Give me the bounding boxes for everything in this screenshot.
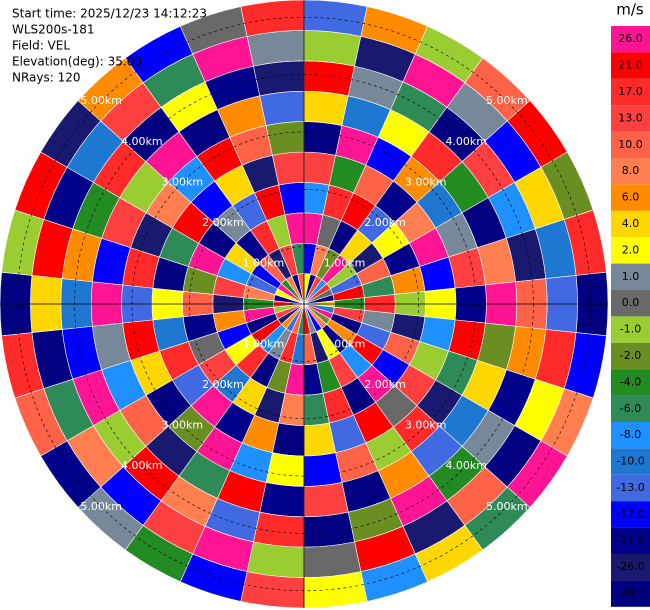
colorbar-title: m/s [616,1,644,19]
colorbar-block [611,290,650,317]
colorbar-block [611,131,650,158]
range-label: 3.00km [405,419,447,432]
colorbar-label: 8.0 [622,164,640,177]
range-label: 5.00km [486,500,528,513]
cell [303,121,343,156]
colorbar-block [611,474,650,502]
range-label: 4.00km [121,459,163,472]
cell [303,90,349,126]
cell [259,482,305,518]
cell [303,511,355,548]
colorbar-block [611,448,650,475]
colorbar-block [611,78,650,106]
info-text: NRays: 120 [12,71,81,85]
colorbar-label: -17.0 [616,507,644,520]
colorbar-label: 6.0 [622,191,640,204]
range-label: 1.00km [324,338,366,351]
colorbar-block [611,580,650,607]
colorbar-label: 17.0 [618,85,643,98]
colorbar-label: -30.0 [616,587,644,600]
colorbar-block [611,184,650,211]
info-text: WLS200s-181 [12,23,95,37]
info-text: Elevation(deg): 35.00 [12,55,142,69]
info-text: Field: VEL [12,39,70,53]
range-label: 4.00km [445,135,487,148]
cell [303,482,349,518]
colorbar-label: -1.0 [620,323,641,336]
colorbar-block [611,158,650,185]
colorbar-label: 2.0 [622,243,640,256]
colorbar-label: 13.0 [618,111,643,124]
range-label: 4.00km [445,459,487,472]
range-label: 2.00km [364,378,406,391]
colorbar-block [611,395,650,422]
range-label: 5.00km [80,500,122,513]
colorbar-block [611,422,650,449]
cell [253,60,305,97]
colorbar-block [611,52,650,79]
colorbar-label: -26.0 [616,560,644,573]
colorbar-block [611,105,650,132]
range-label: 3.00km [405,175,447,188]
colorbar-block [611,210,650,238]
range-label: 5.00km [80,94,122,107]
colorbar-block [611,237,650,264]
colorbar-block [611,501,650,528]
range-label: 3.00km [162,175,204,188]
info-text: Start time: 2025/12/23 14:12:23 [12,7,207,21]
cell [265,121,305,156]
colorbar-block [611,316,650,343]
cell [303,452,343,487]
colorbar-label: -10.0 [616,455,644,468]
colorbar-block [611,527,650,554]
cell [246,541,305,578]
colorbar-label: -8.0 [620,428,641,441]
range-label: 5.00km [486,94,528,107]
range-label: 1.00km [243,256,285,269]
colorbar-label: 1.0 [622,270,640,283]
cell [303,541,362,578]
cell [246,30,305,67]
cell [240,0,305,37]
colorbar-block [611,369,650,396]
range-label: 1.00km [324,256,366,269]
colorbar-label: 10.0 [618,138,643,151]
range-label: 3.00km [162,419,204,432]
colorbar-label: 0.0 [622,296,640,309]
colorbar-label: -4.0 [620,375,641,388]
range-label: 4.00km [121,135,163,148]
range-label: 2.00km [202,378,244,391]
cell [259,90,305,126]
colorbar-label: -13.0 [616,481,644,494]
colorbar-block [611,342,650,370]
colorbar-label: -2.0 [620,349,641,362]
cell [303,30,362,67]
colorbar-label: -21.0 [616,534,644,547]
range-label: 2.00km [202,216,244,229]
range-label: 2.00km [364,216,406,229]
range-label: 1.00km [243,338,285,351]
colorbar-label: 21.0 [618,59,643,72]
colorbar-label: 26.0 [618,32,643,45]
colorbar-label: 4.0 [622,217,640,230]
colorbar-block [611,263,650,290]
colorbar-block [611,26,650,53]
colorbar-label: -6.0 [620,402,641,415]
colorbar-block [611,554,650,581]
cell [265,452,305,487]
